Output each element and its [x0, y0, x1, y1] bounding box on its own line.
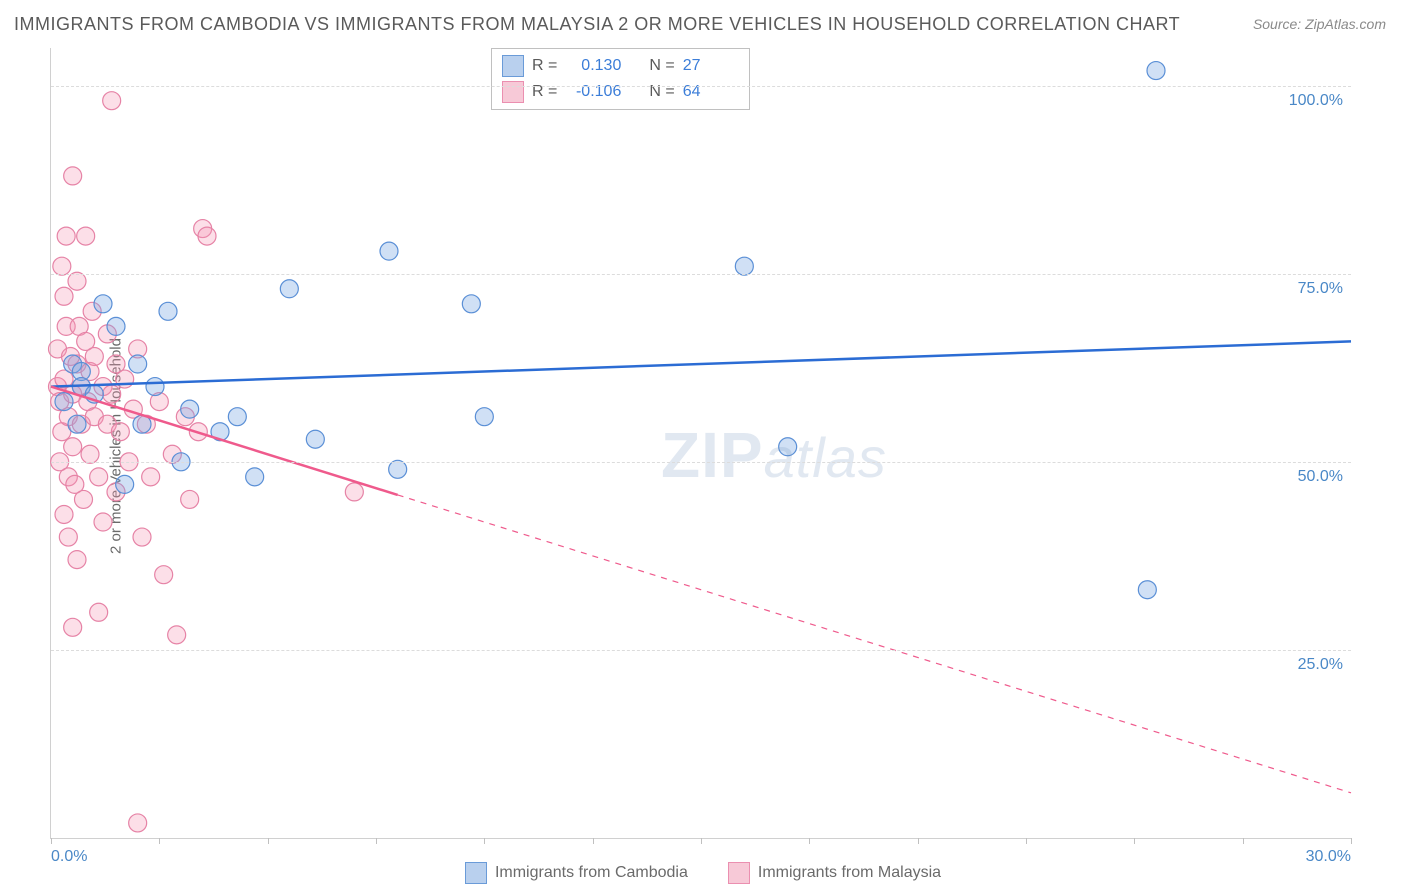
data-point	[142, 468, 160, 486]
x-minor-tick	[376, 838, 377, 844]
data-point	[116, 475, 134, 493]
data-point	[103, 385, 121, 403]
y-tick-label: 50.0%	[1298, 468, 1343, 486]
data-point	[68, 272, 86, 290]
data-point	[94, 295, 112, 313]
legend-item-b: Immigrants from Malaysia	[728, 862, 941, 884]
data-point	[64, 438, 82, 456]
data-point	[380, 242, 398, 260]
data-point	[90, 603, 108, 621]
data-point	[64, 618, 82, 636]
gridline-h	[51, 462, 1351, 463]
data-point	[85, 347, 103, 365]
x-minor-tick	[1026, 838, 1027, 844]
stat-N-a: 27	[683, 57, 739, 75]
data-point	[107, 317, 125, 335]
data-point	[75, 490, 93, 508]
y-tick-label: 100.0%	[1289, 92, 1343, 110]
data-point	[55, 505, 73, 523]
swatch-b	[502, 81, 524, 103]
legend-swatch-a	[465, 862, 487, 884]
data-point	[155, 566, 173, 584]
data-point	[1138, 581, 1156, 599]
data-point	[55, 287, 73, 305]
data-point	[81, 445, 99, 463]
x-minor-tick	[51, 838, 52, 844]
gridline-h	[51, 650, 1351, 651]
data-point	[280, 280, 298, 298]
data-point	[59, 528, 77, 546]
data-point	[181, 490, 199, 508]
x-minor-tick	[701, 838, 702, 844]
data-point	[133, 528, 151, 546]
x-minor-tick	[159, 838, 160, 844]
source-label: Source: ZipAtlas.com	[1253, 16, 1386, 32]
data-point	[228, 408, 246, 426]
data-point	[57, 227, 75, 245]
stat-label-R-a: R =	[532, 57, 557, 75]
data-point	[462, 295, 480, 313]
data-point	[129, 355, 147, 373]
data-point	[306, 430, 324, 448]
data-point	[159, 302, 177, 320]
y-tick-label: 25.0%	[1298, 656, 1343, 674]
data-point	[90, 468, 108, 486]
legend-item-a: Immigrants from Cambodia	[465, 862, 688, 884]
x-minor-tick	[809, 838, 810, 844]
data-point	[68, 551, 86, 569]
data-point	[129, 814, 147, 832]
stats-row-b: R = -0.106 N = 64	[502, 79, 739, 105]
scatter-chart	[51, 48, 1351, 838]
data-point	[779, 438, 797, 456]
swatch-a	[502, 55, 524, 77]
data-point	[475, 408, 493, 426]
stats-legend-box: R = 0.130 N = 27 R = -0.106 N = 64	[491, 48, 750, 110]
data-point	[181, 400, 199, 418]
legend-swatch-b	[728, 862, 750, 884]
data-point	[389, 460, 407, 478]
x-minor-tick	[1243, 838, 1244, 844]
x-minor-tick	[918, 838, 919, 844]
data-point	[53, 257, 71, 275]
y-tick-label: 75.0%	[1298, 280, 1343, 298]
plot-area: ZIPatlas R = 0.130 N = 27 R = -0.106 N =…	[50, 48, 1351, 839]
stat-R-a: 0.130	[565, 57, 621, 75]
data-point	[111, 423, 129, 441]
x-minor-tick	[1351, 838, 1352, 844]
data-point	[146, 378, 164, 396]
data-point	[246, 468, 264, 486]
data-point	[1147, 62, 1165, 80]
data-point	[68, 415, 86, 433]
data-point	[345, 483, 363, 501]
gridline-h	[51, 274, 1351, 275]
stat-label-N-a: N =	[649, 57, 674, 75]
data-point	[64, 167, 82, 185]
data-point	[94, 513, 112, 531]
gridline-h	[51, 86, 1351, 87]
legend-label-a: Immigrants from Cambodia	[495, 864, 688, 882]
trend-line	[51, 341, 1351, 386]
legend-label-b: Immigrants from Malaysia	[758, 864, 941, 882]
data-point	[103, 92, 121, 110]
bottom-legend: Immigrants from Cambodia Immigrants from…	[0, 862, 1406, 884]
x-minor-tick	[484, 838, 485, 844]
data-point	[55, 393, 73, 411]
x-minor-tick	[593, 838, 594, 844]
trend-line	[398, 495, 1351, 793]
data-point	[735, 257, 753, 275]
x-minor-tick	[268, 838, 269, 844]
x-minor-tick	[1134, 838, 1135, 844]
data-point	[168, 626, 186, 644]
chart-title: IMMIGRANTS FROM CAMBODIA VS IMMIGRANTS F…	[14, 14, 1180, 35]
data-point	[198, 227, 216, 245]
stats-row-a: R = 0.130 N = 27	[502, 53, 739, 79]
data-point	[77, 227, 95, 245]
